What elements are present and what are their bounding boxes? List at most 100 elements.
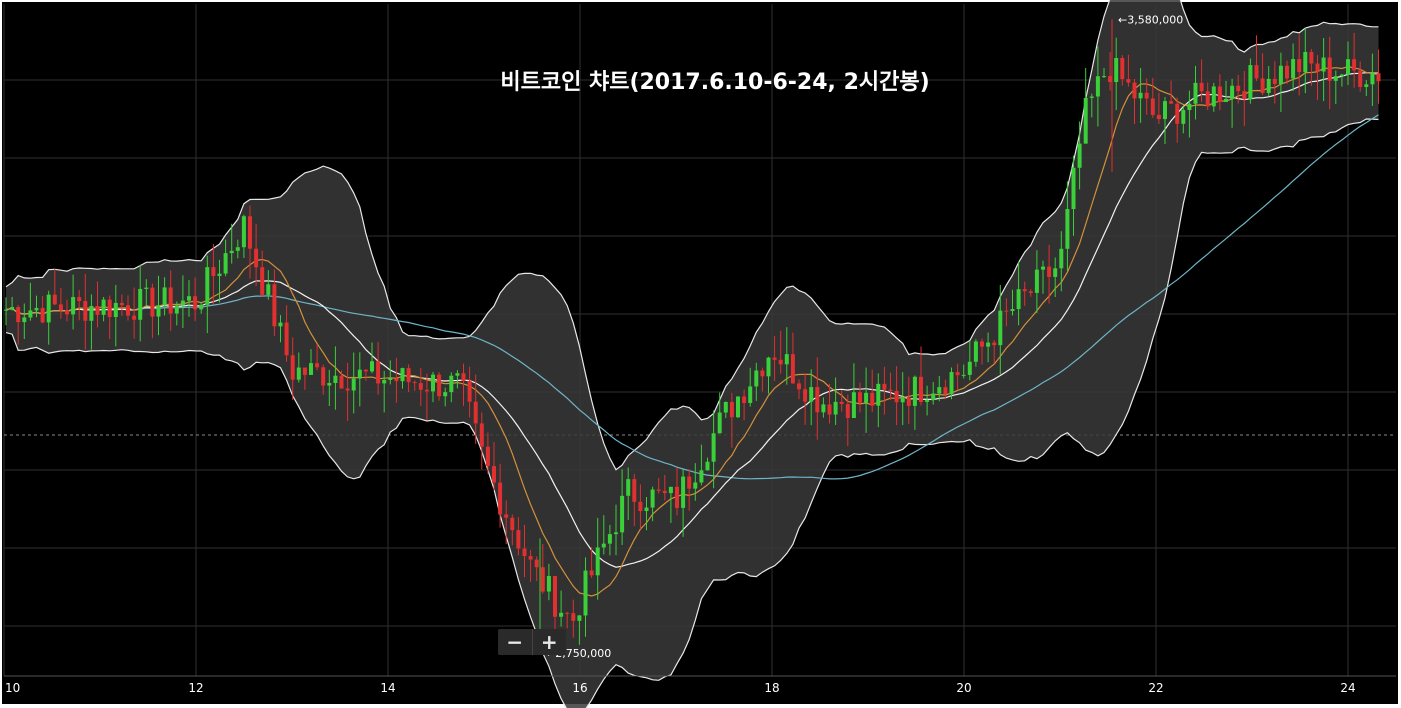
candle <box>937 376 942 402</box>
candle-body <box>577 615 582 621</box>
candle-body <box>229 250 234 254</box>
candle <box>58 287 63 319</box>
candle <box>1004 298 1009 327</box>
candle-body <box>126 305 130 316</box>
zoom-in-button[interactable]: + <box>531 629 567 655</box>
candle-body <box>437 374 442 397</box>
candle <box>876 373 881 428</box>
candle <box>888 372 893 400</box>
candle <box>229 223 234 264</box>
candle <box>1285 60 1289 85</box>
candle <box>217 259 222 303</box>
candle <box>1193 65 1198 120</box>
candle-body <box>1346 59 1350 75</box>
candle <box>345 362 350 421</box>
candle <box>363 369 368 381</box>
candle-body <box>1242 91 1247 100</box>
candle <box>632 473 637 527</box>
candle <box>693 463 698 501</box>
candle-body <box>827 404 832 415</box>
candle <box>1071 155 1076 236</box>
candle-body <box>321 367 326 386</box>
candle-body <box>815 387 820 413</box>
candle-body <box>89 306 94 321</box>
candle <box>973 339 978 367</box>
candle-body <box>1102 76 1106 78</box>
candle <box>961 364 966 379</box>
candle <box>851 363 856 419</box>
candle-body <box>754 370 759 387</box>
candle-body <box>650 489 655 508</box>
candle <box>1047 244 1052 304</box>
candle-body <box>1126 79 1131 83</box>
candle-body <box>150 287 155 317</box>
candle-body <box>992 342 997 346</box>
candle <box>858 382 862 413</box>
candle <box>723 401 728 419</box>
ma-mid-line <box>5 71 1379 568</box>
candle <box>1089 93 1094 118</box>
candle <box>400 367 405 389</box>
candle-body <box>1065 209 1070 249</box>
candle <box>553 575 557 631</box>
candle <box>266 270 271 300</box>
candle <box>394 357 399 403</box>
candle <box>1370 53 1375 106</box>
candle <box>766 356 771 394</box>
candle-body <box>912 376 917 406</box>
candle <box>101 296 106 322</box>
candle-body <box>980 341 984 347</box>
candle-body <box>1254 65 1259 79</box>
candle-body <box>357 369 362 379</box>
candle-body <box>1205 91 1210 107</box>
candle <box>790 332 795 384</box>
candle-body <box>870 392 875 406</box>
candle-body <box>296 367 301 380</box>
candle <box>955 363 960 391</box>
candle-body <box>266 284 271 295</box>
candle-body <box>28 310 33 318</box>
candle <box>83 273 88 350</box>
candle <box>571 599 576 638</box>
candle-body <box>986 342 991 347</box>
candle <box>699 444 704 486</box>
x-tick-label: 16 <box>572 681 587 695</box>
candle-body <box>1303 51 1308 73</box>
candle <box>119 294 124 316</box>
candle <box>1364 80 1369 97</box>
candle <box>205 255 210 334</box>
candle <box>1291 43 1296 92</box>
candle-body <box>784 354 789 365</box>
zoom-out-button[interactable]: − <box>498 629 532 655</box>
candle-body <box>858 392 862 403</box>
candle <box>614 504 618 556</box>
candle-body <box>766 357 771 377</box>
candle <box>1083 68 1088 144</box>
candle <box>150 283 155 339</box>
candle-body <box>1041 266 1045 270</box>
candle-body <box>1266 78 1271 93</box>
candle <box>833 377 838 425</box>
candle-body <box>180 300 185 306</box>
candle-body <box>1077 143 1082 168</box>
candle-body <box>772 357 777 360</box>
candle-body <box>614 532 618 535</box>
candle <box>803 373 808 425</box>
candle <box>1169 80 1174 104</box>
candle-body <box>833 401 838 415</box>
candle-body <box>223 253 228 274</box>
candle-body <box>919 376 923 402</box>
candle-body <box>601 543 606 548</box>
candle-body <box>1108 76 1113 83</box>
candle <box>1016 261 1021 326</box>
candle <box>10 296 15 311</box>
candle-body <box>485 446 490 467</box>
candle-body <box>1193 82 1198 104</box>
candle <box>321 364 326 395</box>
candle <box>894 366 899 426</box>
candle <box>1272 61 1277 104</box>
candle-body <box>1297 59 1302 73</box>
candle <box>327 369 332 407</box>
